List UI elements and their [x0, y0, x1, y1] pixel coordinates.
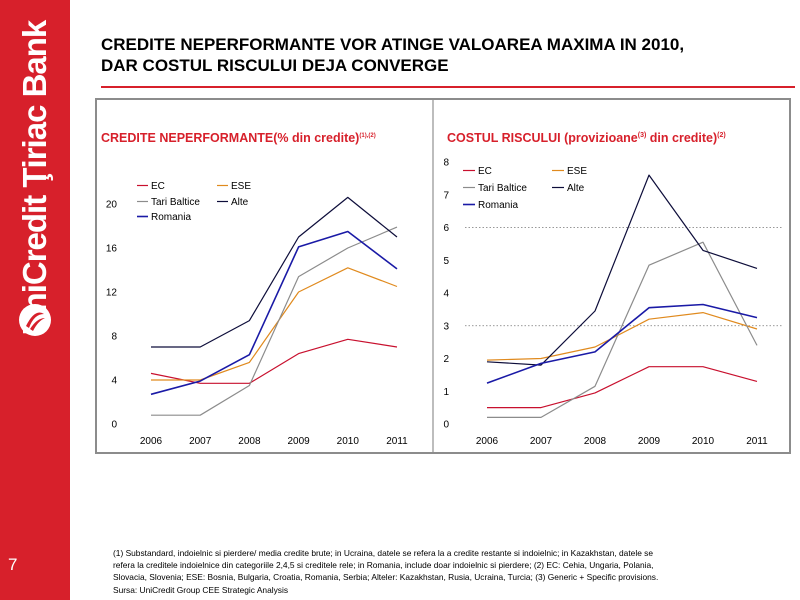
x-tick-label: 2008	[584, 436, 607, 447]
chart-1-title: CREDITE NEPERFORMANTE(% din credite)(1),…	[101, 131, 376, 145]
legend-label: Alte	[231, 197, 249, 208]
chart-1-title-sup: (1),(2)	[359, 133, 376, 139]
title-divider	[101, 86, 795, 88]
slide-title: CREDITE NEPERFORMANTE VOR ATINGE VALOARE…	[101, 34, 684, 76]
legend-label: EC	[151, 181, 165, 192]
chart-2-title-text: COSTUL RISCULUI (provizioane	[447, 131, 638, 145]
x-tick-label: 2010	[337, 436, 360, 447]
page-number: 7	[8, 555, 18, 574]
footnote-line: Slovacia, Slovenia; ESE: Bosnia, Bulgari…	[113, 572, 659, 583]
chart-2-title-sup: (2)	[717, 132, 726, 139]
series-line-alte	[486, 174, 758, 366]
legend-label: EC	[478, 166, 492, 177]
footnote-line: Sursa: UniCredit Group CEE Strategic Ana…	[113, 584, 289, 595]
legend-label: Alte	[567, 183, 585, 194]
chart-2-title-tail: din credite)	[646, 131, 718, 145]
y-tick-label: 6	[443, 223, 449, 234]
series-line-tari-baltice	[151, 226, 398, 416]
x-tick-label: 2010	[692, 436, 715, 447]
brand-sidebar: UniCredit Ţiriac Bank 7	[0, 0, 70, 600]
footnote: (1) Substandard, indoielnic si pierdere/…	[113, 547, 785, 596]
x-tick-label: 2008	[238, 436, 261, 447]
charts-panel	[95, 98, 791, 454]
footnote-line: refera la creditele indoielnice din cate…	[113, 560, 654, 571]
y-tick-label: 8	[111, 332, 117, 343]
x-tick-label: 2009	[287, 436, 310, 447]
slide-title-line-2: DAR COSTUL RISCULUI DEJA CONVERGE	[101, 56, 449, 75]
legend-label: Romania	[151, 212, 191, 223]
series-line-romania	[486, 303, 758, 384]
legend-label: ESE	[567, 166, 587, 177]
y-tick-label: 5	[443, 256, 449, 267]
x-tick-label: 2006	[476, 436, 499, 447]
y-tick-label: 4	[443, 289, 449, 300]
chart-1-title-text: CREDITE NEPERFORMANTE(% din credite)	[101, 131, 360, 145]
x-tick-label: 2009	[638, 436, 661, 447]
y-tick-label: 2	[443, 354, 449, 365]
x-tick-label: 2011	[386, 436, 408, 447]
y-tick-label: 7	[443, 190, 449, 201]
series-line-alte	[151, 196, 398, 348]
chart-2-title: COSTUL RISCULUI (provizioane(3) din cred…	[447, 131, 726, 145]
unicredit-logo-icon	[19, 304, 51, 336]
y-tick-label: 20	[106, 200, 118, 211]
series-line-ec	[150, 338, 398, 384]
y-tick-label: 1	[443, 387, 449, 398]
legend-label: Tari Baltice	[478, 183, 527, 194]
legend-label: Tari Baltice	[151, 197, 200, 208]
charts-divider	[432, 100, 434, 452]
x-tick-label: 2007	[189, 436, 212, 447]
series-line-ese	[486, 312, 758, 361]
y-tick-label: 3	[443, 321, 449, 332]
brand-logo-area: UniCredit Ţiriac Bank	[0, 0, 70, 340]
y-tick-label: 0	[443, 420, 449, 431]
footnote-line: (1) Substandard, indoielnic si pierdere/…	[113, 548, 654, 558]
x-tick-label: 2011	[746, 436, 768, 447]
chart-2-title-sup-mid: (3)	[637, 132, 647, 139]
series-line-tari-baltice	[487, 241, 758, 418]
legend-label: Romania	[478, 200, 518, 211]
slide-title-line-1: CREDITE NEPERFORMANTE VOR ATINGE VALOARE…	[101, 35, 685, 54]
x-tick-label: 2006	[140, 436, 163, 447]
y-tick-label: 0	[111, 420, 117, 431]
y-tick-label: 8	[443, 158, 449, 169]
y-tick-label: 4	[111, 376, 117, 387]
series-line-romania	[150, 230, 398, 396]
series-line-ese	[151, 267, 398, 381]
x-tick-label: 2007	[530, 436, 553, 447]
series-line-ec	[487, 366, 758, 409]
y-tick-label: 12	[106, 288, 118, 299]
y-tick-label: 16	[106, 244, 118, 255]
legend-label: ESE	[231, 181, 251, 192]
